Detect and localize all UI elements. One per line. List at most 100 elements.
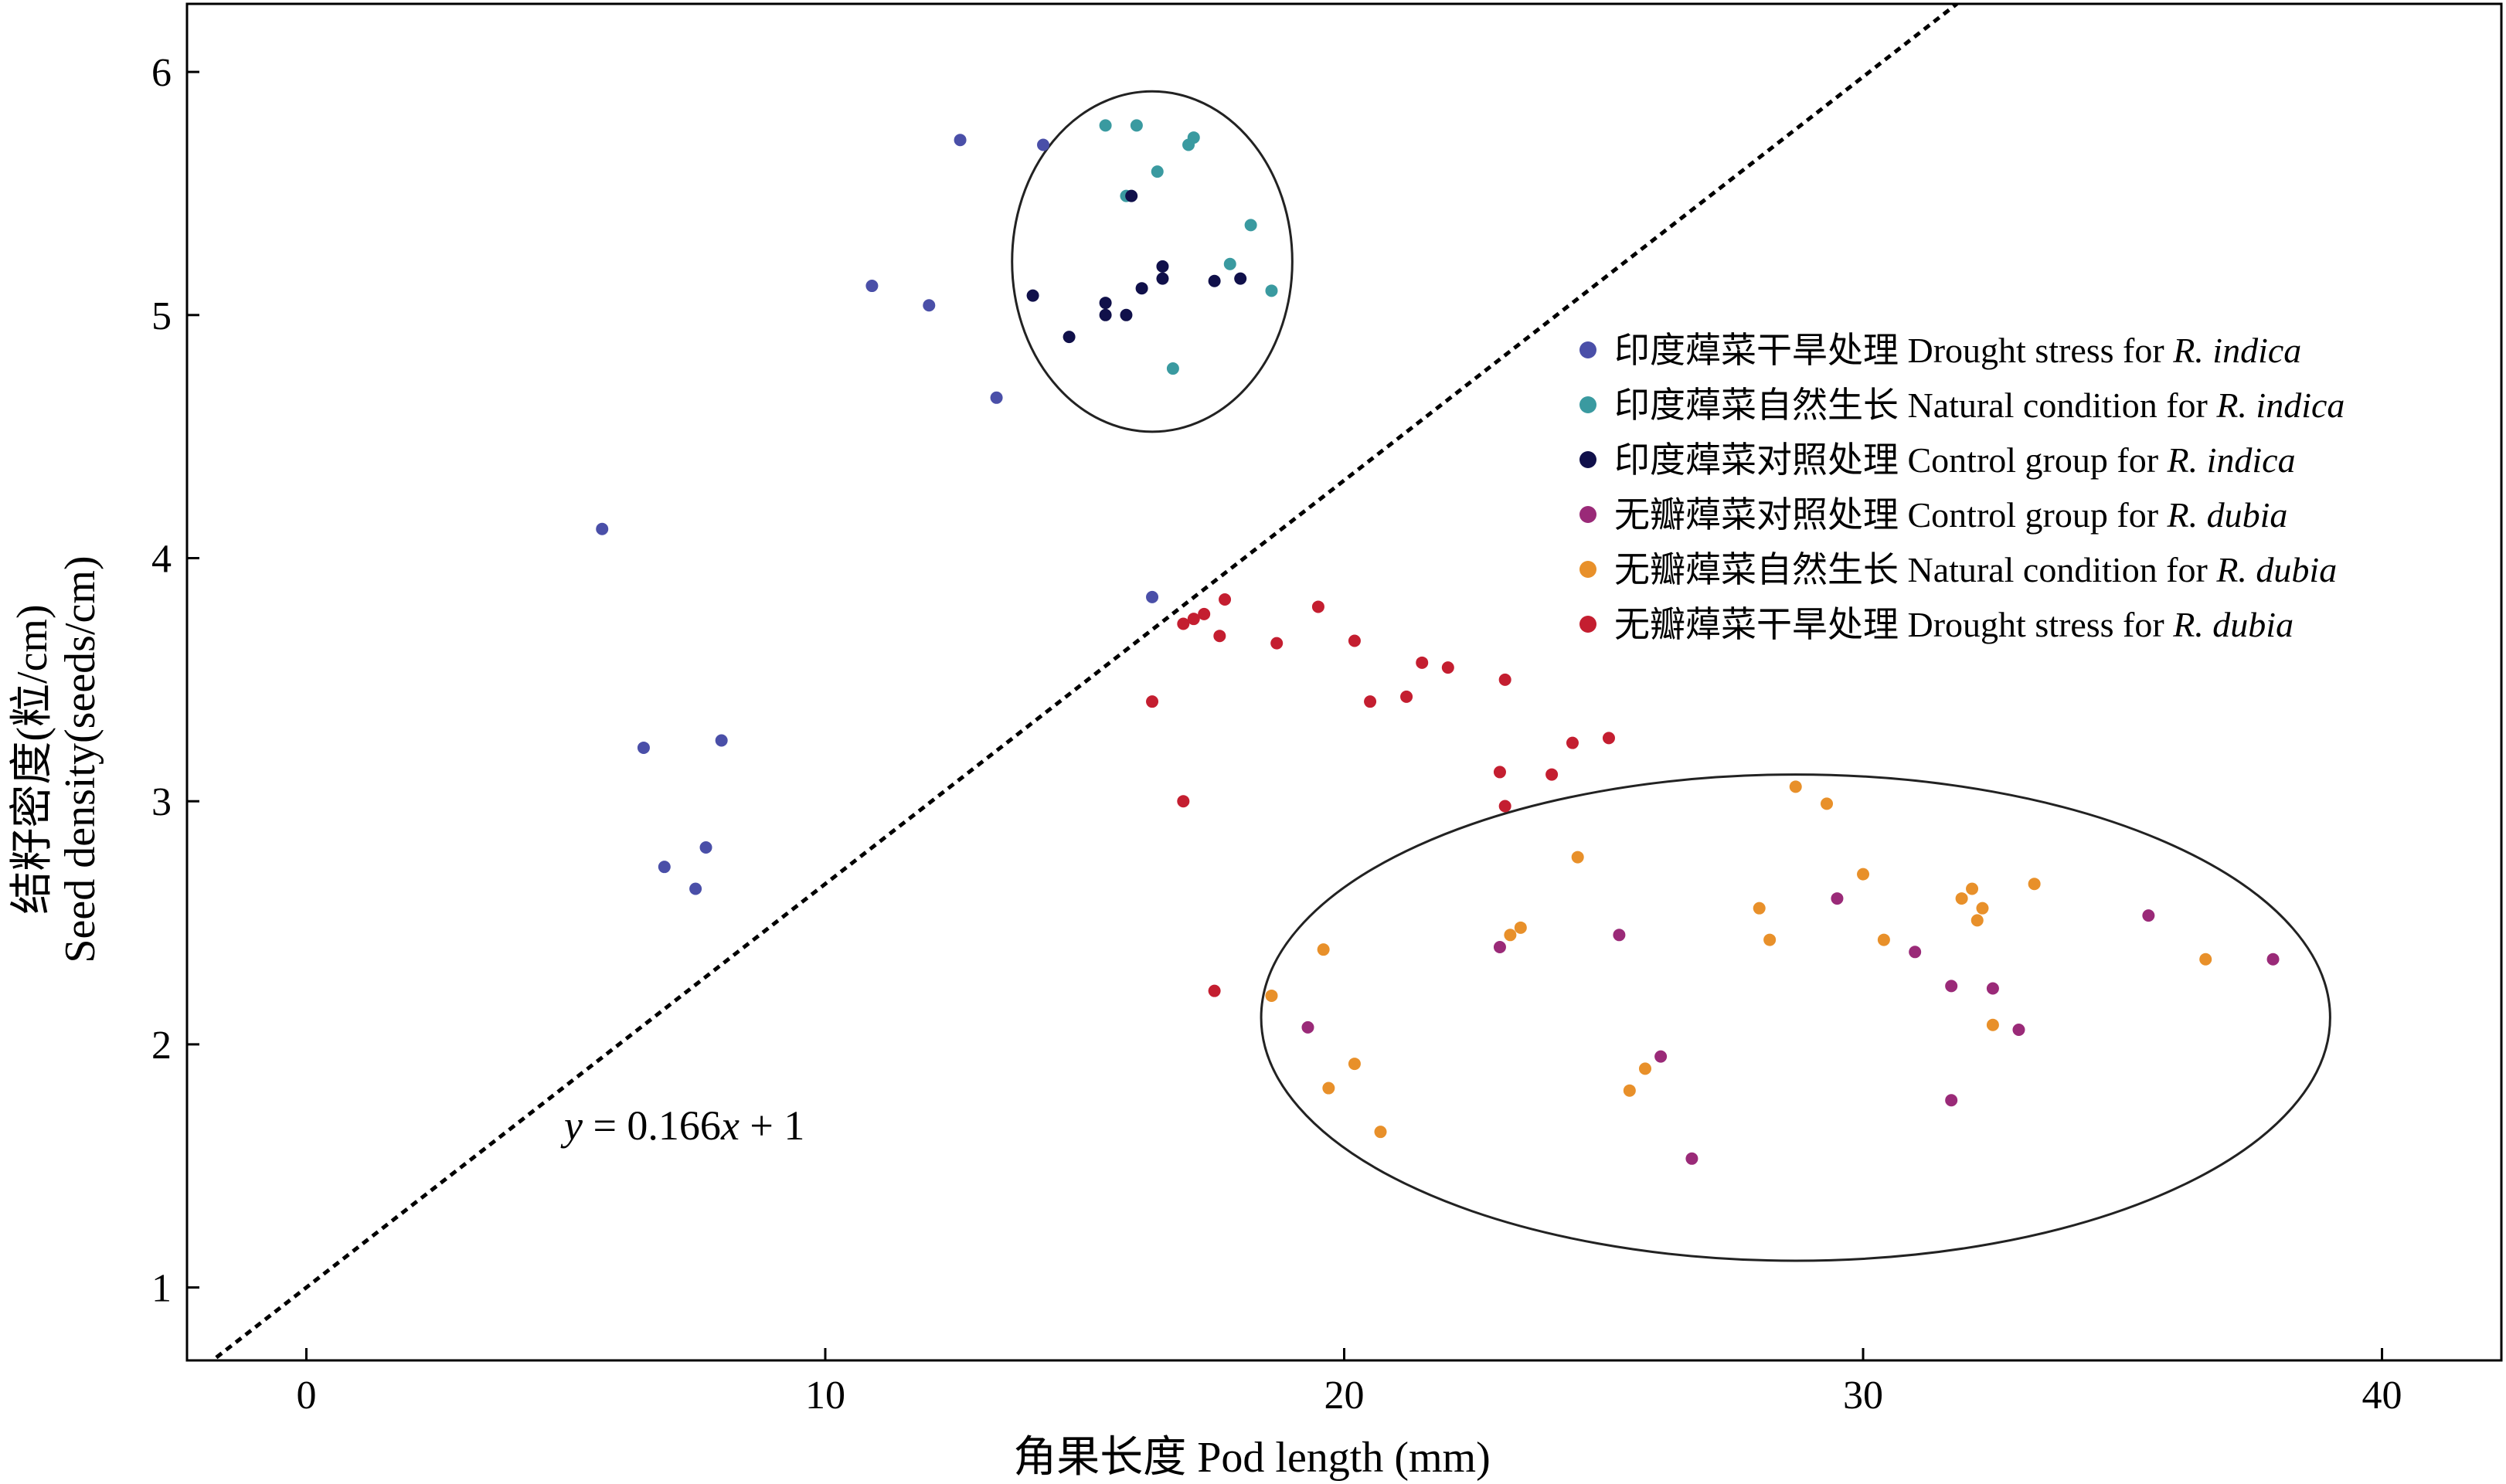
data-point-s2-4 [1182,138,1195,151]
data-point-s4-11 [1654,1050,1668,1063]
data-point-s6-21 [1208,984,1221,997]
legend-label-6: 无瓣蔊菜干旱处理 Drought stress for R. dubia [1614,605,2293,644]
data-point-s5-16 [2199,953,2212,966]
data-point-s6-12 [1400,690,1413,703]
data-point-s6-16 [1566,736,1579,749]
data-point-s3-10 [1120,308,1133,321]
legend-label-1: 印度蔊菜干旱处理 Drought stress for R. indica [1614,331,2301,370]
data-point-s2-1 [1099,119,1112,132]
data-point-s5-3 [1571,851,1584,864]
data-point-s6-11 [1498,673,1511,686]
legend-marker-2 [1579,396,1596,413]
data-point-s2-10 [1166,362,1179,375]
data-point-s6-7 [1270,637,1284,650]
data-point-s4-3 [1613,929,1626,942]
data-point-s6-3 [1198,607,1211,620]
legend-marker-4 [1579,506,1596,523]
x-tick-label: 20 [1324,1374,1365,1418]
data-point-s1-8 [715,734,728,747]
data-point-s5-8 [1976,902,1989,915]
data-point-s6-9 [1416,656,1429,669]
data-point-s5-6 [1966,882,1979,895]
data-point-s5-1 [1789,780,1802,793]
data-point-s1-1 [954,134,967,147]
data-point-s5-5 [2028,878,2041,891]
data-point-s3-8 [1099,297,1112,310]
data-point-s4-1 [1831,892,1844,905]
data-point-s5-12 [1504,929,1517,942]
data-point-s6-2 [1311,600,1324,613]
data-point-s6-13 [1364,695,1377,708]
data-point-s6-19 [1177,795,1190,808]
data-point-s3-1 [1125,189,1138,202]
data-point-s5-23 [1374,1126,1387,1139]
data-point-s6-6 [1213,630,1226,643]
axes: 0 10 20 30 40 1 2 3 4 5 6 [151,2,2503,1418]
x-tick-label: 40 [2362,1374,2402,1418]
data-point-s4-7 [1945,980,1958,993]
data-point-s3-2 [1156,260,1169,273]
data-point-s3-11 [1063,331,1076,344]
data-point-s5-10 [1970,914,1984,927]
data-point-s5-18 [1986,1018,1999,1031]
x-tick-label: 10 [805,1374,845,1418]
group-ellipse-1 [1011,90,1294,433]
data-point-s1-3 [865,280,879,293]
data-point-s5-4 [1857,868,1870,881]
legend-label-5: 无瓣蔊菜自然生长 Natural condition for R. dubia [1614,550,2337,589]
data-point-s1-4 [923,299,936,312]
data-point-s6-18 [1545,768,1559,781]
trend-equation: y = 0.166x + 1 [560,1102,804,1149]
plot-shapes [209,4,2331,1360]
legend-label-4: 无瓣蔊菜对照处理 Control group for R. dubia [1614,495,2287,535]
y-tick-label: 5 [151,294,172,338]
data-point-s5-21 [1322,1082,1335,1095]
data-point-s6-4 [1187,613,1200,626]
x-tick-label: 0 [296,1374,316,1418]
x-axis-title: 角果长度 Pod length (mm) [1013,1434,1491,1482]
data-point-s1-10 [658,861,671,874]
data-point-s6-10 [1441,661,1454,674]
data-point-s1-5 [990,391,1003,404]
data-points [596,119,2280,1165]
data-point-s5-15 [1317,943,1330,956]
y-axis-title-cn: 结籽密度(粒/cm) [9,604,56,914]
data-point-s3-6 [1135,282,1148,295]
y-tick-label: 6 [151,51,172,95]
data-point-s3-9 [1099,308,1112,321]
data-point-s2-7 [1244,219,1257,232]
data-point-s1-12 [1146,590,1159,603]
data-point-s4-10 [2012,1024,2025,1037]
data-point-s6-5 [1177,617,1190,630]
data-point-s1-2 [1037,138,1050,151]
data-point-s4-8 [1986,982,1999,995]
data-point-s5-2 [1821,797,1834,810]
y-axis-title-en: Seed density(seeds/cm) [56,555,104,963]
data-point-s5-9 [1753,902,1766,915]
data-point-s6-1 [1219,593,1232,606]
legend-marker-1 [1579,341,1596,358]
y-tick-label: 1 [151,1267,172,1311]
legend-marker-5 [1579,561,1596,578]
data-point-s2-8 [1223,257,1236,270]
data-point-s5-19 [1348,1058,1361,1071]
data-point-s4-2 [2142,909,2155,922]
plot-frame [185,2,2503,1362]
data-point-s5-17 [1265,989,1278,1002]
data-point-s2-9 [1265,284,1278,297]
data-point-s4-5 [1909,946,1922,959]
data-point-s5-14 [1763,933,1777,946]
data-point-s4-9 [1301,1020,1314,1034]
data-point-s1-6 [596,522,609,535]
data-point-s5-7 [1955,892,1968,905]
data-point-s4-12 [1945,1094,1958,1107]
data-point-s2-5 [1151,165,1164,178]
data-point-s5-13 [1877,933,1890,946]
data-point-s6-17 [1493,766,1506,779]
legend: 印度蔊菜干旱处理 Drought stress for R. indica 印度蔊… [1579,331,2344,644]
data-point-s1-11 [689,882,702,895]
legend-marker-3 [1579,451,1596,468]
data-point-s3-7 [1026,289,1039,302]
data-point-s1-7 [637,741,650,754]
